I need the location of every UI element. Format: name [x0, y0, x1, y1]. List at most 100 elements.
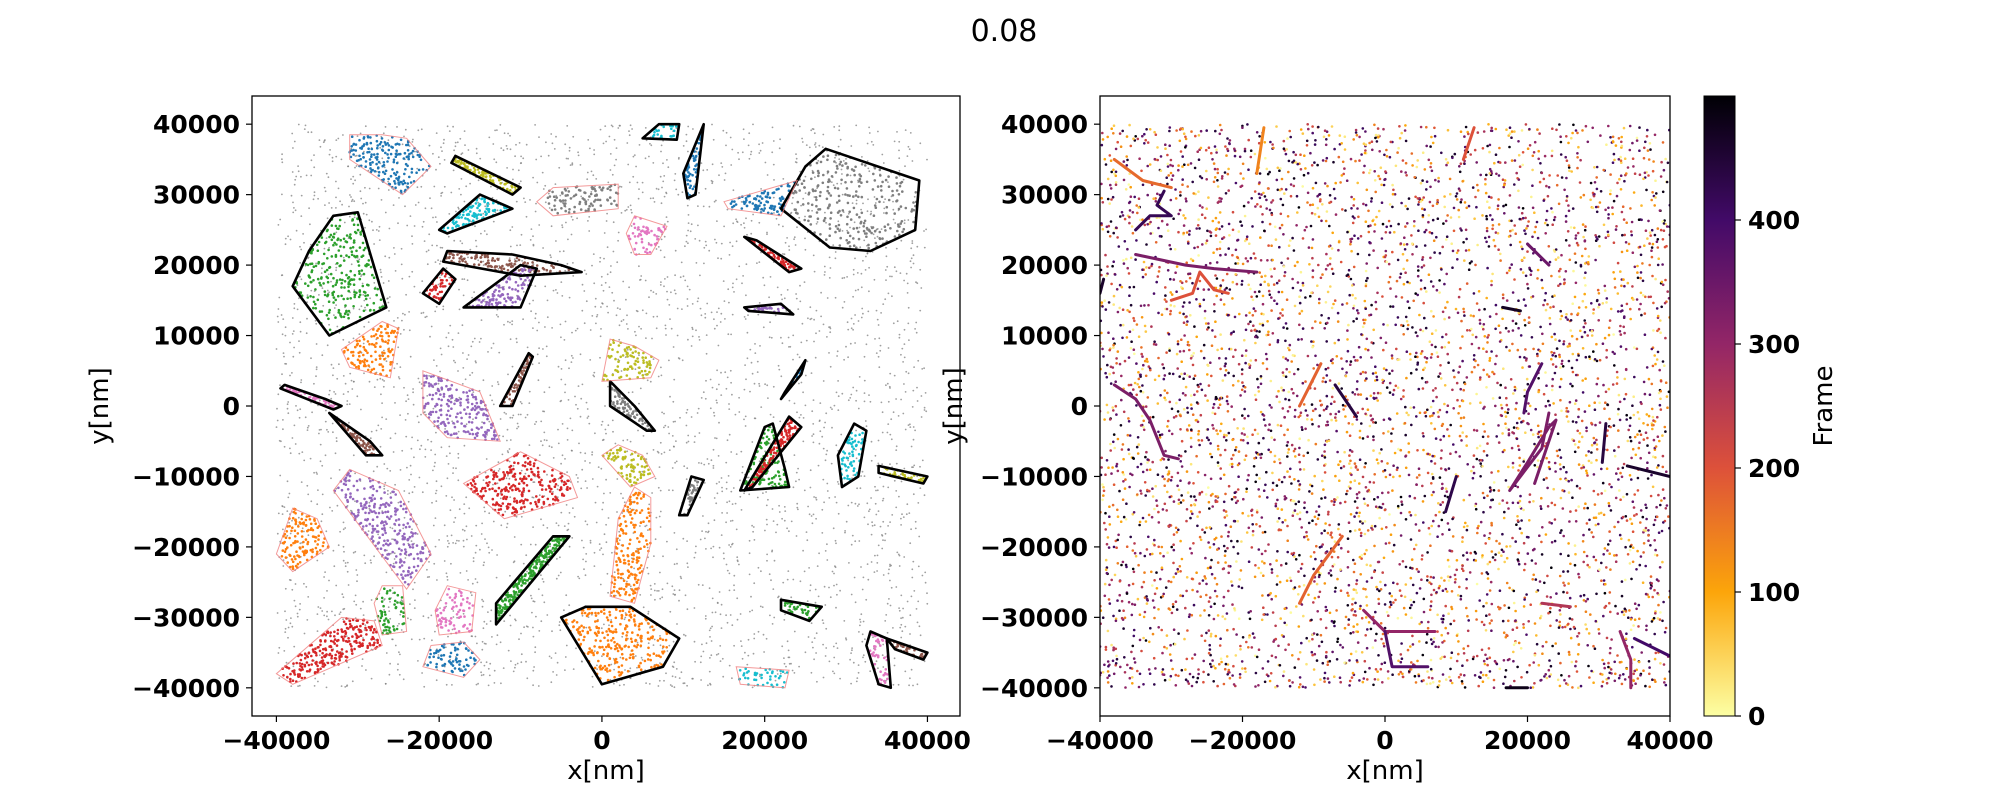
background-point	[892, 322, 895, 325]
background-point	[703, 262, 705, 265]
background-point	[413, 607, 416, 609]
background-point	[737, 151, 739, 154]
cluster-point	[335, 281, 339, 284]
background-point	[445, 455, 448, 457]
background-point	[886, 631, 889, 634]
background-point	[564, 669, 566, 671]
background-point	[675, 188, 678, 191]
background-point	[751, 609, 754, 612]
background-point	[289, 452, 292, 455]
background-point	[411, 235, 413, 238]
background-point	[728, 500, 731, 503]
background-point	[821, 146, 824, 149]
background-point	[328, 579, 330, 582]
background-point	[538, 347, 540, 350]
background-point	[323, 614, 326, 617]
background-point	[322, 304, 325, 307]
background-point	[330, 397, 333, 400]
background-point	[850, 327, 853, 330]
background-point	[429, 197, 431, 200]
background-point	[593, 650, 596, 652]
background-point	[758, 143, 760, 146]
background-point	[548, 445, 551, 448]
cluster-point	[453, 159, 457, 163]
background-point	[362, 600, 364, 603]
background-point	[432, 216, 434, 219]
background-point	[482, 379, 485, 382]
background-point	[543, 431, 546, 434]
cluster-point	[836, 187, 840, 190]
background-point	[509, 245, 512, 248]
background-point	[720, 394, 723, 396]
background-point	[505, 413, 507, 415]
background-point	[810, 622, 813, 625]
background-point	[586, 178, 589, 181]
background-point	[368, 380, 371, 383]
cluster-point	[505, 280, 509, 284]
background-point	[361, 665, 363, 667]
background-point	[394, 270, 397, 272]
background-point	[747, 476, 750, 479]
background-point	[876, 489, 879, 492]
cluster-point	[364, 264, 367, 267]
cluster-point	[501, 286, 505, 289]
background-point	[454, 145, 457, 148]
background-point	[531, 363, 534, 366]
cluster-point	[498, 178, 501, 182]
background-point	[360, 408, 362, 411]
background-point	[492, 143, 495, 145]
background-point	[914, 328, 916, 330]
background-point	[474, 551, 477, 554]
cluster-point	[772, 253, 776, 257]
background-point	[460, 193, 462, 196]
background-point	[315, 262, 317, 265]
background-point	[478, 197, 481, 200]
cluster-point	[817, 174, 820, 178]
background-point	[672, 346, 675, 348]
background-point	[370, 561, 372, 564]
background-point	[509, 134, 511, 137]
background-point	[720, 257, 723, 260]
cluster-point	[511, 301, 514, 304]
background-point	[725, 563, 728, 566]
background-point	[275, 426, 278, 428]
background-point	[483, 620, 486, 623]
background-point	[409, 215, 412, 218]
cluster-point	[490, 302, 494, 306]
background-point	[906, 292, 909, 294]
cluster-point	[353, 273, 357, 277]
background-point	[571, 331, 573, 334]
background-point	[686, 305, 689, 307]
background-point	[324, 420, 327, 423]
cluster-point	[489, 179, 492, 182]
background-point	[328, 393, 330, 396]
background-point	[903, 219, 906, 222]
background-point	[434, 453, 437, 456]
cluster-point	[314, 288, 317, 291]
background-point	[812, 128, 815, 131]
background-point	[565, 594, 568, 597]
cluster-point	[655, 129, 659, 133]
background-point	[520, 661, 523, 664]
background-point	[663, 195, 666, 198]
cluster-point	[475, 253, 478, 257]
background-point	[464, 144, 466, 147]
background-point	[409, 464, 412, 467]
background-point	[903, 222, 906, 225]
cluster-point	[310, 250, 313, 253]
cluster-point	[822, 155, 825, 158]
background-point	[756, 371, 759, 373]
background-point	[541, 578, 544, 580]
background-point	[297, 170, 300, 173]
cluster-point	[462, 162, 466, 165]
background-point	[620, 320, 623, 323]
background-point	[564, 143, 567, 146]
background-point	[800, 341, 803, 344]
background-point	[788, 249, 791, 251]
background-point	[773, 212, 775, 214]
background-point	[619, 124, 621, 127]
background-point	[850, 682, 852, 685]
background-point	[300, 381, 302, 384]
background-point	[570, 361, 573, 363]
background-point	[603, 492, 605, 495]
